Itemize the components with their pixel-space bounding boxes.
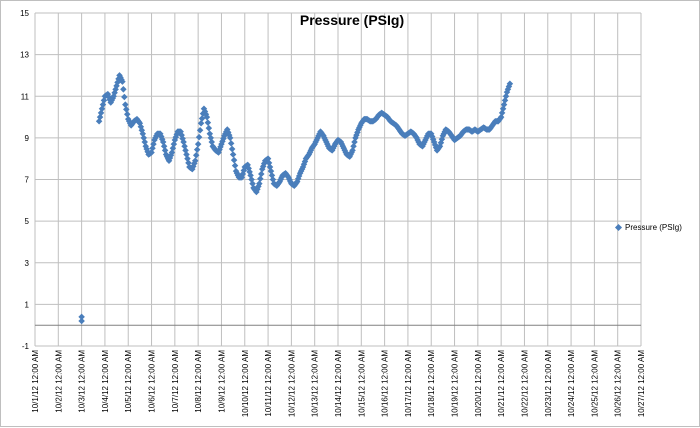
data-point (226, 134, 234, 142)
y-tick-label: 11 (21, 92, 30, 101)
legend: Pressure (PSIg) (614, 223, 682, 232)
chart-title: Pressure (PSIg) (300, 12, 404, 28)
x-tick-label: 10/9/12 12:00 AM (217, 350, 226, 413)
data-point (121, 93, 128, 101)
x-tick-label: 10/6/12 12:00 AM (148, 350, 157, 413)
x-tick-label: 10/21/12 12:00 AM (497, 350, 506, 418)
data-point (122, 101, 129, 108)
data-point (228, 145, 236, 153)
data-point (198, 115, 206, 122)
x-tick-label: 10/23/12 12:00 AM (544, 350, 553, 418)
x-tick-label: 10/14/12 12:00 AM (334, 350, 343, 418)
x-tick-label: 10/5/12 12:00 AM (124, 350, 133, 413)
y-tick-label: 13 (20, 51, 29, 60)
data-point (78, 313, 85, 321)
data-point (506, 80, 514, 88)
legend-marker (614, 223, 623, 232)
y-tick-label: 1 (25, 300, 30, 309)
x-tick-label: 10/22/12 12:00 AM (520, 350, 529, 418)
y-tick-label: 9 (25, 134, 30, 143)
x-tick-label: 10/20/12 12:00 AM (474, 350, 483, 418)
x-tick-label: 10/3/12 12:00 AM (78, 350, 87, 413)
x-tick-label: 10/2/12 12:00 AM (54, 350, 63, 413)
data-point (205, 124, 213, 132)
x-tick-label: 10/12/12 12:00 AM (287, 350, 296, 418)
x-tick-label: 10/16/12 12:00 AM (381, 350, 390, 418)
data-point (78, 317, 85, 325)
data-point (196, 126, 204, 134)
x-tick-label: 10/25/12 12:00 AM (590, 350, 599, 418)
x-tick-label: 10/27/12 12:00 AM (637, 350, 646, 418)
y-tick-label: 15 (20, 9, 29, 18)
data-point (203, 113, 211, 121)
data-point (123, 106, 130, 113)
x-tick-label: 10/15/12 12:00 AM (357, 350, 366, 418)
data-point (193, 146, 201, 153)
x-tick-label: 10/10/12 12:00 AM (241, 350, 250, 418)
data-point (195, 133, 203, 141)
data-point (120, 86, 127, 93)
x-tick-label: 10/17/12 12:00 AM (404, 350, 413, 418)
x-tick-label: 10/19/12 12:00 AM (451, 350, 460, 418)
data-point (256, 180, 263, 187)
x-tick-label: 10/24/12 12:00 AM (567, 350, 576, 418)
y-tick-label: 5 (25, 217, 30, 226)
y-tick-label: 3 (25, 259, 30, 268)
x-tick-label: 10/4/12 12:00 AM (101, 350, 110, 413)
data-point (230, 156, 238, 164)
data-point (124, 111, 131, 118)
y-tick-label: 7 (25, 176, 30, 185)
data-point (192, 151, 200, 159)
gridlines (34, 12, 642, 347)
data-point (257, 175, 264, 183)
x-tick-label: 10/1/12 12:00 AM (31, 350, 40, 413)
x-tick-label: 10/18/12 12:00 AM (427, 350, 436, 418)
data-point (229, 151, 237, 158)
data-point (204, 119, 212, 126)
data-point (191, 157, 199, 165)
data-point (258, 170, 265, 178)
x-tick-label: 10/26/12 12:00 AM (614, 350, 623, 418)
data-point (194, 140, 202, 148)
x-tick-label: 10/11/12 12:00 AM (264, 350, 273, 417)
y-tick-label: -1 (22, 342, 30, 351)
x-tick-label: 10/8/12 12:00 AM (194, 350, 203, 413)
data-point (231, 162, 239, 169)
x-tick-label: 10/13/12 12:00 AM (311, 350, 320, 418)
x-tick-label: 10/7/12 12:00 AM (171, 350, 180, 413)
data-points (78, 72, 514, 325)
data-point (197, 120, 205, 127)
data-point (119, 78, 126, 85)
data-point (227, 140, 235, 147)
x-tick-labels: 10/1/12 12:00 AM 10/2/12 12:00 AM 10/3/12 … (31, 350, 646, 418)
legend-label: Pressure (PSIg) (625, 223, 682, 232)
